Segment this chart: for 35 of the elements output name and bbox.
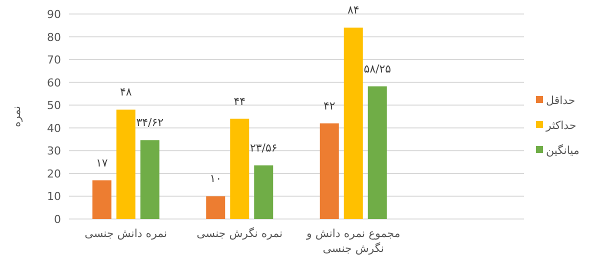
data-label: ۱۷ [96,156,108,170]
legend-label: حداکثر [545,119,576,132]
bar [140,140,160,219]
y-tick-label: 40 [47,122,61,135]
bar [230,118,250,219]
x-tick-label: نمره نگرش جنسی [196,227,283,240]
bar [92,180,112,219]
bar [320,123,339,219]
legend-label: حداقل [546,94,576,107]
data-label: ۳۴/۶۲ [136,116,164,130]
data-label: ۴۴ [234,94,246,108]
legend-label: میانگین [546,144,580,157]
x-tick-label: مجموع نمره دانش و نگرش جنسی [306,227,400,255]
bar [368,86,387,219]
bar [344,28,363,219]
y-tick-label: 50 [47,99,61,112]
data-label: ۲۳/۵۶ [250,141,278,154]
y-tick-label: 60 [47,76,61,90]
data-label: ۴۸ [120,86,132,99]
bar [254,165,274,219]
y-tick-label: 30 [47,144,61,158]
y-tick-label: 20 [47,167,61,180]
data-label: ۸۴ [347,4,360,17]
data-label: ۱۰ [210,172,222,186]
data-label: ۵۸/۲۵ [364,62,392,76]
y-tick-label: 10 [47,190,61,204]
y-axis-title: نمره [10,106,23,128]
y-tick-label: 70 [47,54,61,67]
y-tick-label: 80 [47,30,61,44]
data-label: ۴۲ [323,99,336,112]
y-tick-label: 0 [54,213,61,226]
x-tick-label: نمره دانش جنسی [84,227,168,240]
bar [116,110,136,219]
bar [206,196,226,219]
y-tick-label: 90 [47,8,61,21]
